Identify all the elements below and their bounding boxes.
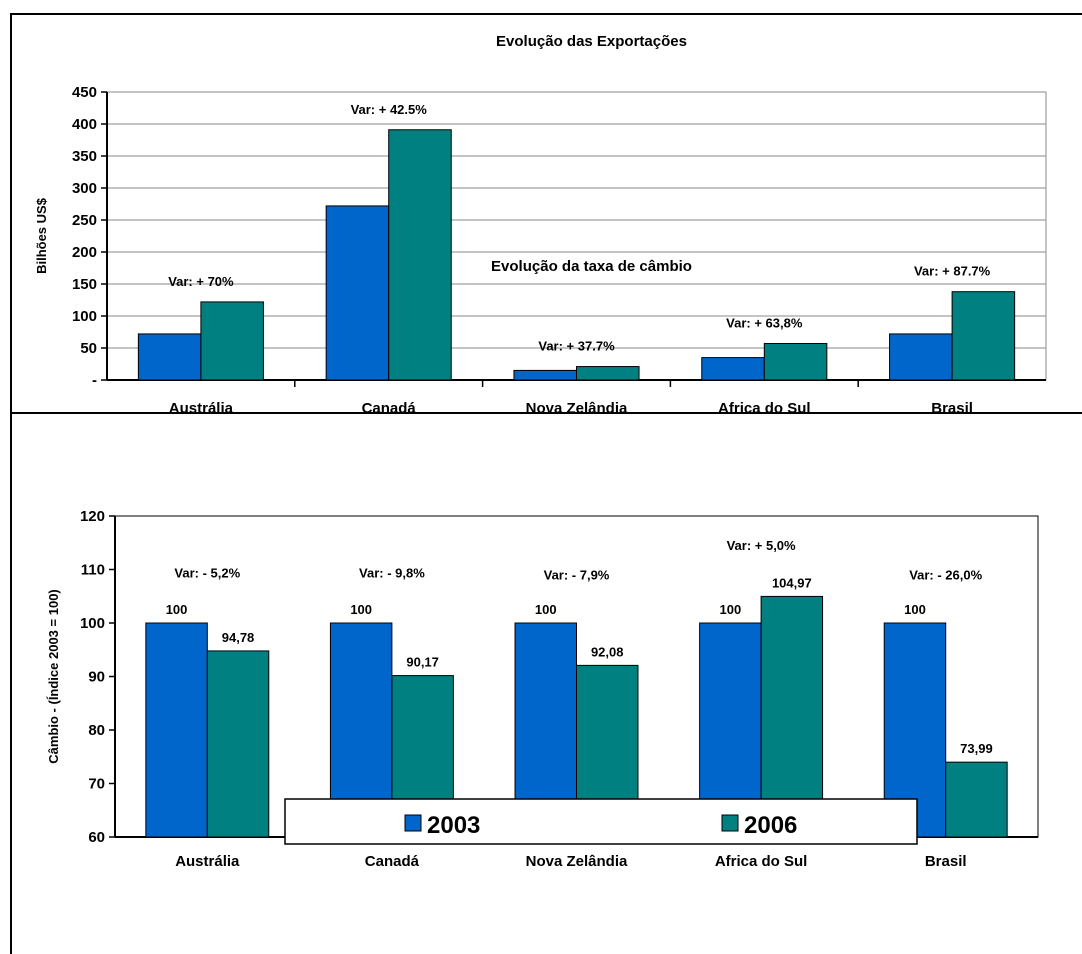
y-tick-label: -	[92, 372, 97, 389]
bar-2003	[889, 333, 953, 381]
y-tick-label: 80	[88, 722, 105, 739]
x-tick-label: Brasil	[925, 853, 967, 870]
y-axis-label: Câmbio - (Índice 2003 = 100)	[46, 589, 61, 763]
variation-annotation: Var: + 87.7%	[914, 264, 991, 279]
y-tick-label: 400	[72, 116, 97, 133]
y-tick-label: 110	[81, 562, 105, 579]
variation-annotation: Var: - 7,9%	[544, 568, 610, 583]
y-tick-label: 70	[88, 776, 105, 793]
bar-2006	[951, 291, 1016, 381]
exports-chart: Evolução das Exportações - 50 100 150 200 250 3…	[34, 33, 1047, 417]
y-tick-label: 90	[88, 669, 105, 686]
legend: 2003 2006	[284, 798, 918, 845]
bar-2003	[325, 205, 390, 381]
bar-2006	[206, 650, 270, 838]
bar-2006	[576, 366, 640, 381]
variation-annotation: Var: + 63,8%	[726, 316, 803, 331]
variation-annotation: Var: - 9,8%	[359, 566, 425, 581]
legend-label-2003: 2003	[427, 812, 480, 839]
y-tick-label: 300	[72, 180, 97, 197]
data-label: 104,97	[772, 575, 812, 590]
legend-box	[284, 798, 918, 845]
bar-2003	[137, 333, 202, 381]
variation-annotation: Var: + 70%	[168, 274, 234, 289]
data-label: 73,99	[960, 741, 993, 756]
bar-2006	[200, 301, 264, 381]
chart-title: Evolução das Exportações	[496, 33, 687, 50]
y-tick-label: 120	[80, 508, 105, 525]
data-label: 100	[350, 602, 372, 617]
bar-2003	[513, 369, 577, 381]
x-tick-label: Africa do Sul	[718, 400, 811, 417]
bar-2006	[763, 343, 828, 381]
legend-swatch-2003	[404, 814, 422, 832]
y-tick-label: 250	[72, 212, 97, 229]
x-tick-label: Africa do Sul	[715, 853, 808, 870]
y-tick-label: 50	[80, 340, 97, 357]
x-tick-label: Austrália	[175, 853, 240, 870]
y-tick-label: 450	[72, 84, 97, 101]
x-tick-label: Brasil	[931, 400, 973, 417]
bar-2003	[145, 622, 208, 838]
y-tick-label: 350	[72, 148, 97, 165]
variation-annotation: Var: - 5,2%	[174, 566, 240, 581]
x-tick-label: Nova Zelândia	[526, 400, 628, 417]
legend-swatch-2006	[721, 814, 739, 832]
data-label: 92,08	[591, 644, 624, 659]
data-label: 100	[720, 602, 742, 617]
y-tick-label: 60	[88, 829, 105, 846]
variation-annotation: Var: + 5,0%	[727, 538, 796, 553]
x-tick-label: Canadá	[362, 400, 417, 417]
y-tick-label: 200	[72, 244, 97, 261]
variation-annotation: Var: + 42.5%	[351, 102, 428, 117]
y-axis-label: Bilhões US$	[34, 197, 49, 274]
x-tick-label: Canadá	[365, 853, 420, 870]
y-tick-label: 100	[72, 308, 97, 325]
bar-2003	[701, 357, 765, 381]
bar-2006	[945, 761, 1008, 838]
y-tick-label: 150	[72, 276, 97, 293]
x-tick-label: Nova Zelândia	[526, 853, 628, 870]
legend-label-2006: 2006	[744, 812, 797, 839]
variation-annotation: Var: - 26,0%	[909, 568, 982, 583]
data-label: 100	[904, 602, 926, 617]
bar-2006	[760, 595, 824, 838]
data-label: 100	[535, 602, 557, 617]
bar-2006	[388, 129, 452, 381]
chart-title: Evolução da taxa de câmbio	[491, 258, 692, 275]
variation-annotation: Var: + 37.7%	[538, 339, 615, 354]
y-tick-label: 100	[80, 615, 105, 632]
data-label: 100	[166, 602, 188, 617]
data-label: 90,17	[406, 655, 439, 670]
data-label: 94,78	[222, 630, 255, 645]
x-tick-label: Austrália	[169, 400, 234, 417]
